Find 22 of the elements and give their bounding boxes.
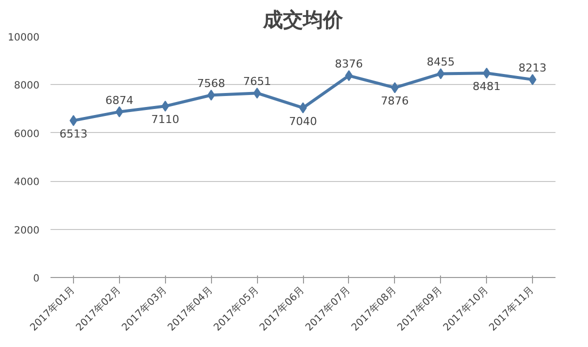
point: [436, 68, 445, 80]
data-label: 7110: [151, 113, 180, 126]
data-label: 7040: [289, 114, 318, 128]
chart-title: 成交均价: [262, 8, 344, 32]
data-label: 8213: [518, 62, 547, 75]
data-label: 8455: [426, 56, 455, 69]
data-label: 7651: [243, 75, 272, 88]
data-label: 8376: [334, 58, 363, 71]
data-label: 6513: [59, 128, 88, 141]
y-tick-label: 8000: [14, 80, 40, 92]
point: [207, 90, 216, 101]
y-tick-label: 0: [33, 274, 40, 284]
y-tick-label: 4000: [14, 177, 40, 188]
point: [161, 100, 170, 112]
y-tick-label: 6000: [14, 128, 40, 140]
data-label: 7568: [197, 77, 226, 90]
data-label: 6874: [105, 94, 134, 107]
point: [390, 82, 399, 94]
y-tick-label: 10000: [8, 32, 40, 44]
y-tick-label: 2000: [14, 225, 40, 236]
data-label: 8481: [472, 80, 501, 94]
data-label: 7876: [380, 94, 409, 108]
